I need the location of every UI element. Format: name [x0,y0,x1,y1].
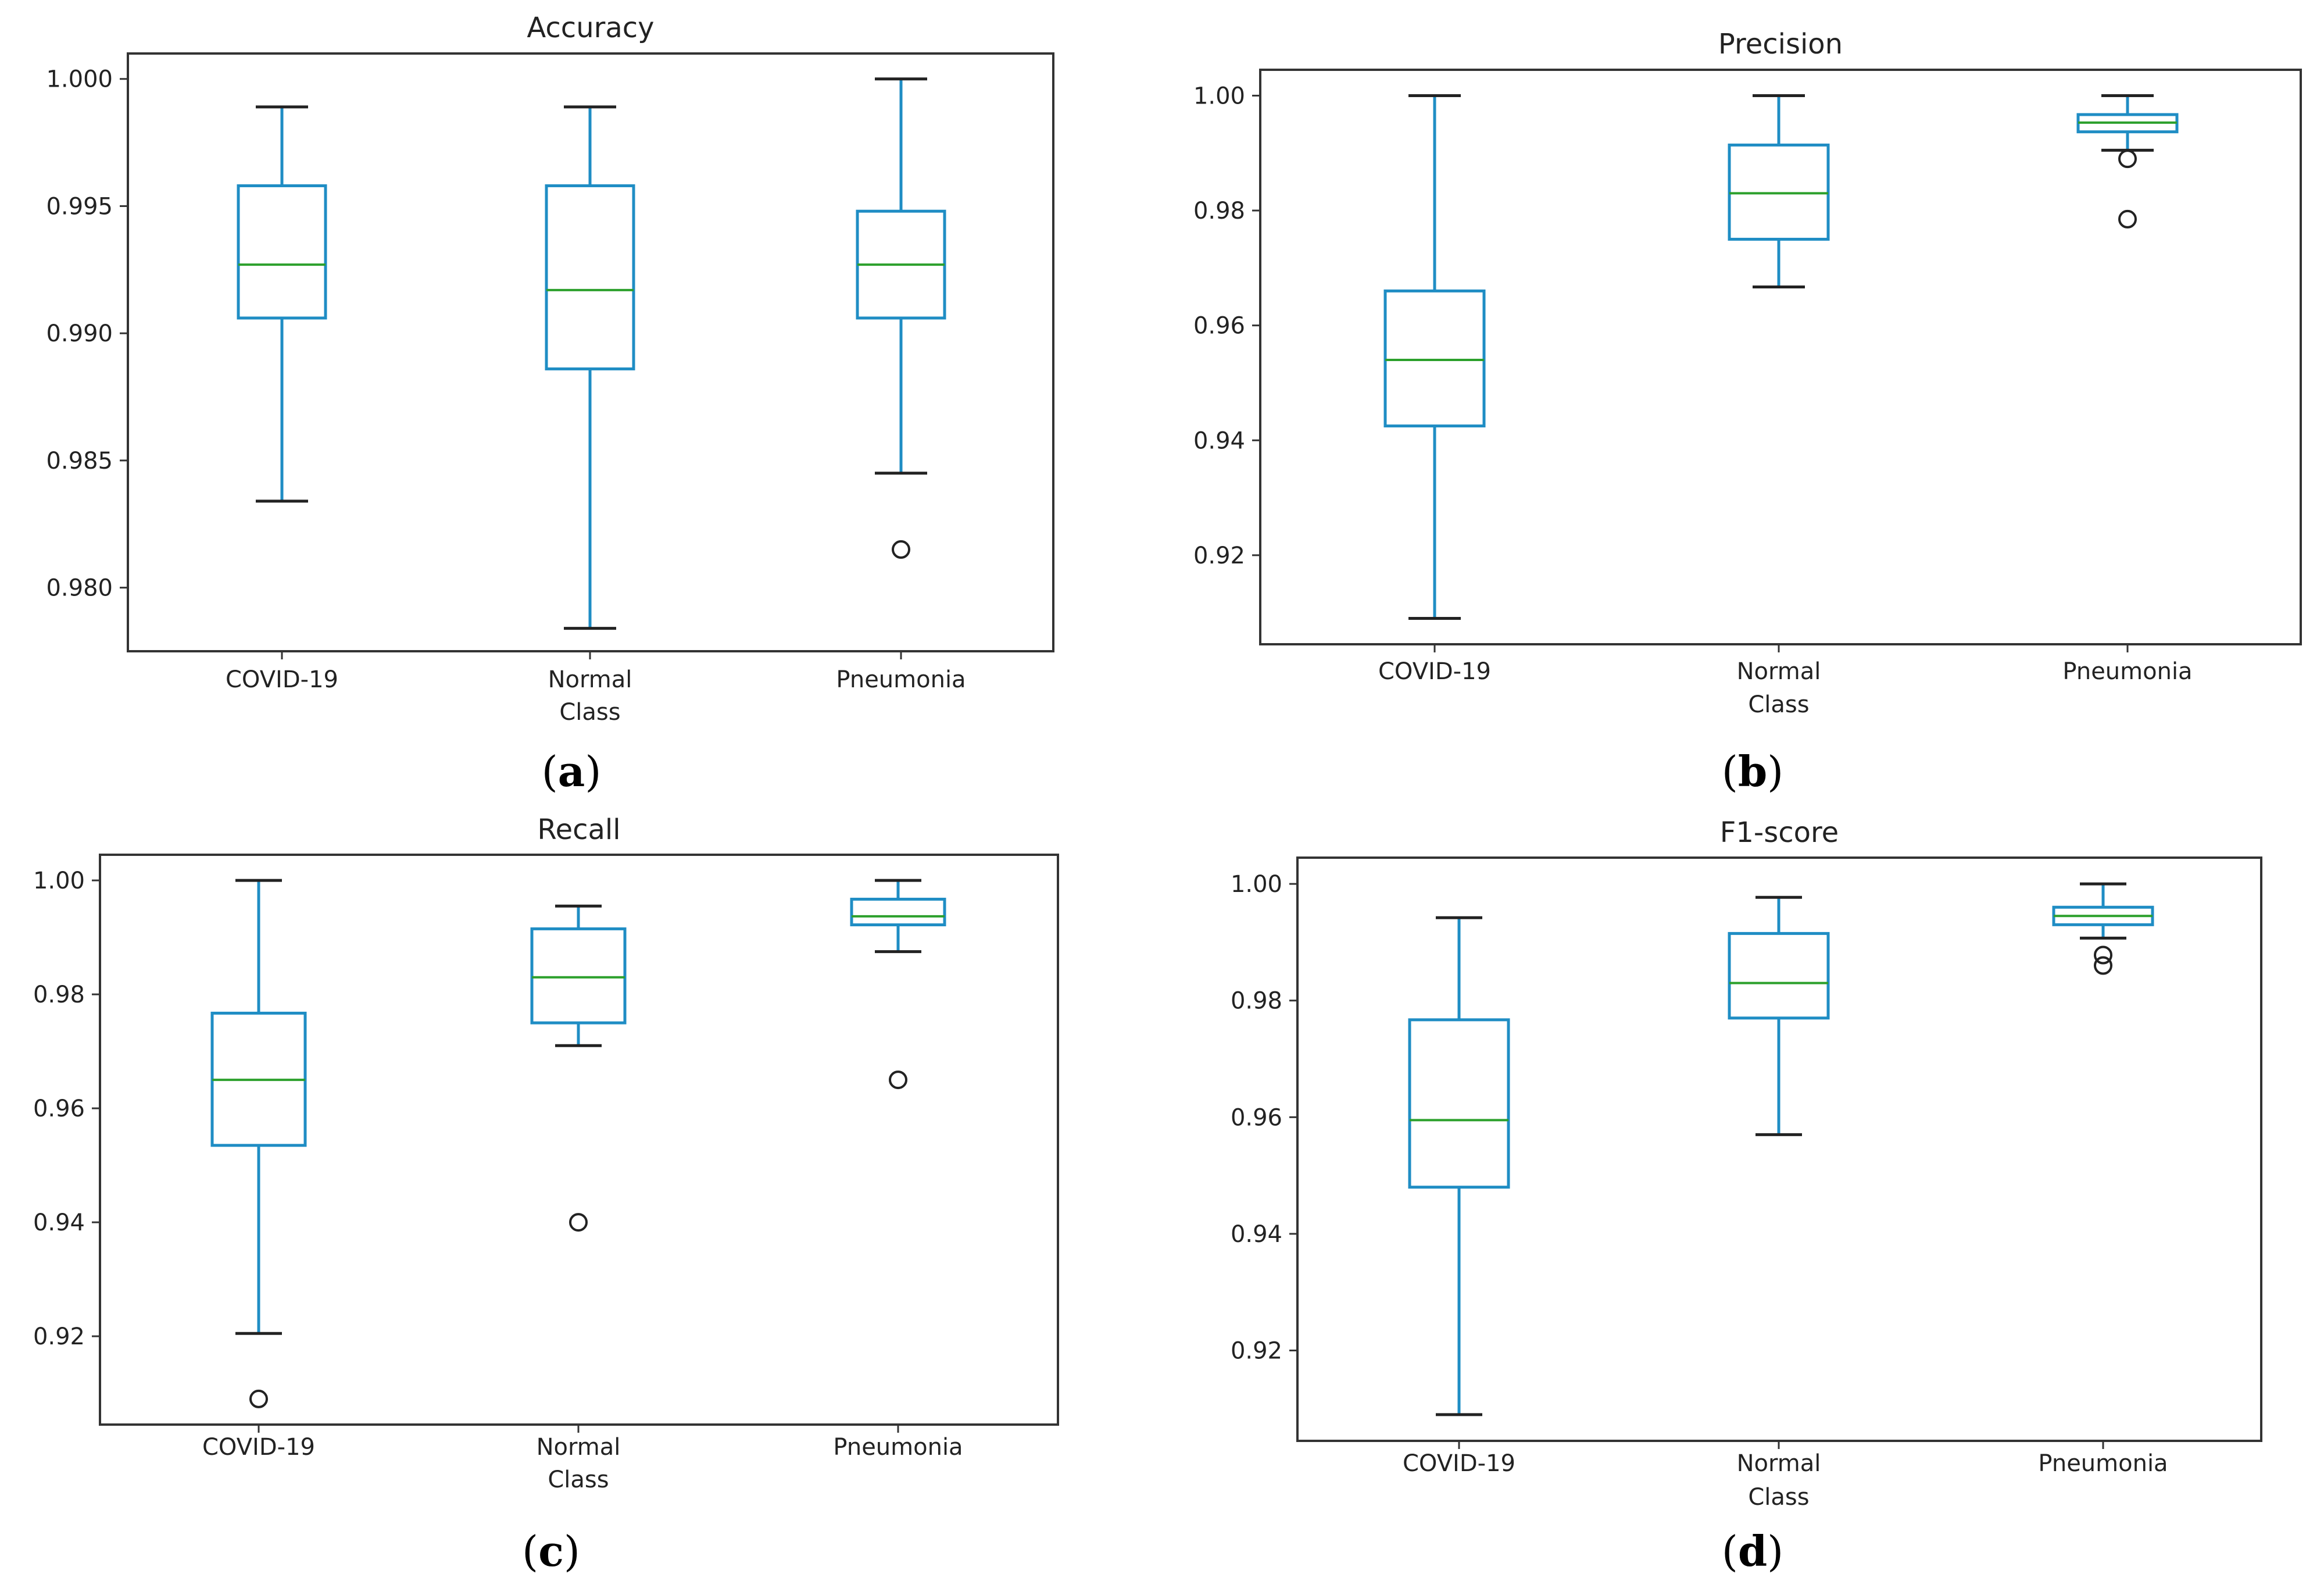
box-covid-19 [1383,94,1486,620]
iqr-box [1408,1018,1510,1189]
box-pneumonia [850,879,946,1090]
x-axis-label: Class [548,1466,609,1493]
chart-title: Precision [1718,28,1843,60]
box-normal [1728,895,1830,1136]
chart-panel-a: Accuracy 0.980 0.985 0.990 0.995 1.000 COVID-1… [46,12,1054,726]
panel-label: (d) [1722,1526,1784,1576]
y-tick-label: 0.98 [1231,988,1282,1015]
y-tick-label: 0.94 [1231,1221,1282,1248]
x-tick-label: Pneumonia [836,666,966,693]
y-tick-label: 0.980 [46,575,113,602]
y-tick-label: 0.92 [33,1323,85,1350]
y-tick-label: 0.94 [33,1209,85,1236]
y-tick-label: 0.96 [1193,313,1245,340]
y-tick-label: 0.985 [46,448,113,474]
outlier-point [2094,956,2112,975]
x-tick-label: Pneumonia [2062,658,2192,685]
box-covid-19 [1408,916,1510,1416]
x-tick-label: COVID-19 [1403,1450,1515,1477]
y-tick-label: 0.995 [46,193,113,220]
x-tick-label: Pneumonia [833,1434,963,1461]
outlier-point [892,540,910,559]
chart-title: Accuracy [527,12,654,44]
iqr-box [237,184,327,320]
box-normal [545,105,635,630]
x-tick-label: Pneumonia [2038,1450,2168,1477]
outlier-point [2118,149,2137,169]
iqr-box [1383,289,1486,428]
box-pneumonia [2052,882,2154,975]
x-tick-label: Normal [537,1434,621,1461]
x-tick-label: COVID-19 [226,666,338,693]
chart-panel-d: F1-score 0.92 0.94 0.96 0.98 1.00 COVID-19 Norm… [1231,816,2262,1511]
y-tick-label: 0.990 [46,320,113,347]
box-normal [530,904,627,1232]
outlier-point [2118,209,2137,229]
y-tick-label: 0.98 [1193,198,1245,224]
plot-frame [1259,69,2302,645]
chart-title: F1-score [1720,816,1839,849]
y-tick-label: 1.000 [46,66,113,93]
y-tick-label: 0.92 [1231,1338,1282,1365]
outlier-point [2094,945,2112,965]
x-axis-label: Class [559,699,620,726]
chart-panel-b: Precision 0.92 0.94 0.96 0.98 1.00 COVID-19 Nor… [1193,28,2302,718]
x-tick-label: Normal [548,666,632,693]
y-tick-label: 1.00 [1193,83,1245,109]
y-tick-label: 0.96 [1231,1104,1282,1131]
y-tick-label: 0.98 [33,982,85,1008]
x-axis-label: Class [1748,691,1809,718]
outlier-point [249,1389,268,1408]
outlier-point [569,1213,588,1232]
chart-panel-c: Recall 0.92 0.94 0.96 0.98 1.00 COVID-19 Normal… [33,813,1059,1493]
y-tick-label: 0.92 [1193,543,1245,569]
x-tick-label: Normal [1737,658,1821,685]
box-pneumonia [856,77,946,559]
iqr-box [545,184,635,370]
panel-label: (b) [1722,747,1784,796]
y-tick-label: 1.00 [33,868,85,894]
iqr-box [850,897,946,927]
x-tick-label: Normal [1737,1450,1821,1477]
box-pneumonia [2076,94,2179,229]
plot-frame [1296,856,2262,1442]
panel-label: (c) [522,1526,580,1576]
chart-title: Recall [537,813,620,846]
box-normal [1728,94,1830,288]
box-covid-19 [237,105,327,503]
y-tick-label: 0.94 [1193,427,1245,454]
plot-frame [99,854,1059,1426]
y-tick-label: 0.96 [33,1095,85,1122]
iqr-box [1728,932,1830,1020]
panel-label: (a) [542,747,602,796]
x-tick-label: COVID-19 [1378,658,1491,685]
x-axis-label: Class [1748,1484,1809,1511]
iqr-box [530,927,627,1025]
y-tick-label: 1.00 [1231,871,1282,898]
outlier-point [889,1070,907,1090]
box-covid-19 [210,879,307,1408]
x-tick-label: COVID-19 [202,1434,315,1461]
